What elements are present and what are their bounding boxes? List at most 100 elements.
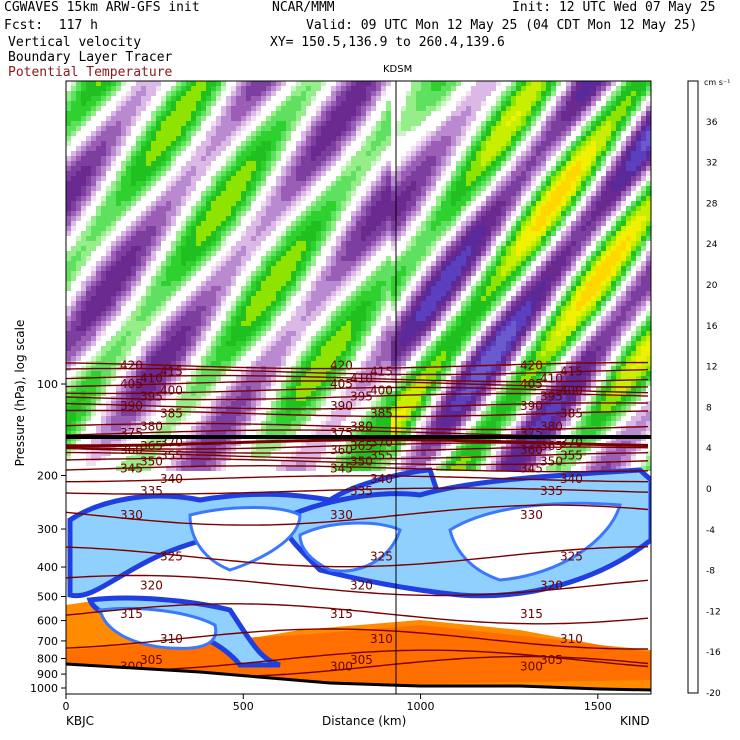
velocity-cell <box>541 271 546 276</box>
velocity-cell <box>66 336 71 341</box>
velocity-cell <box>156 111 161 116</box>
velocity-cell <box>191 81 196 86</box>
velocity-cell <box>461 326 466 331</box>
velocity-cell <box>111 121 116 126</box>
velocity-cell <box>146 301 151 306</box>
velocity-cell <box>326 146 331 151</box>
velocity-cell <box>531 136 536 141</box>
velocity-cell <box>71 221 76 226</box>
velocity-cell <box>601 181 606 186</box>
velocity-cell <box>236 301 241 306</box>
velocity-cell <box>616 131 621 136</box>
velocity-cell <box>221 146 226 151</box>
velocity-cell <box>611 186 616 191</box>
velocity-cell <box>326 156 331 161</box>
velocity-cell <box>486 271 491 276</box>
velocity-cell <box>71 326 76 331</box>
velocity-cell <box>301 266 306 271</box>
velocity-cell <box>251 251 256 256</box>
velocity-cell <box>156 176 161 181</box>
velocity-cell <box>516 186 521 191</box>
velocity-cell <box>81 206 86 211</box>
velocity-cell <box>271 316 276 321</box>
velocity-cell <box>171 106 176 111</box>
velocity-cell <box>441 286 446 291</box>
velocity-cell <box>141 236 146 241</box>
velocity-cell <box>281 176 286 181</box>
velocity-cell <box>71 181 76 186</box>
velocity-cell <box>351 166 356 171</box>
velocity-cell <box>161 201 166 206</box>
velocity-cell <box>606 236 611 241</box>
velocity-cell <box>476 96 481 101</box>
velocity-cell <box>321 136 326 141</box>
velocity-cell <box>221 281 226 286</box>
velocity-cell <box>306 91 311 96</box>
velocity-cell <box>536 266 541 271</box>
velocity-cell <box>396 236 401 241</box>
velocity-cell <box>81 236 86 241</box>
velocity-cell <box>511 196 516 201</box>
velocity-cell <box>356 301 361 306</box>
velocity-cell <box>111 131 116 136</box>
velocity-cell <box>476 106 481 111</box>
velocity-cell <box>446 331 451 336</box>
velocity-cell <box>566 286 571 291</box>
velocity-cell <box>531 221 536 226</box>
velocity-cell <box>306 151 311 156</box>
velocity-cell <box>116 151 121 156</box>
velocity-cell <box>406 106 411 111</box>
velocity-cell <box>526 281 531 286</box>
velocity-cell <box>566 266 571 271</box>
velocity-cell <box>531 156 536 161</box>
velocity-cell <box>486 141 491 146</box>
velocity-cell <box>106 96 111 101</box>
velocity-cell <box>116 301 121 306</box>
velocity-cell <box>506 196 511 201</box>
velocity-cell <box>556 266 561 271</box>
velocity-cell <box>531 96 536 101</box>
velocity-cell <box>366 111 371 116</box>
velocity-cell <box>601 196 606 201</box>
velocity-cell <box>236 266 241 271</box>
velocity-cell <box>176 256 181 261</box>
velocity-cell <box>376 296 381 301</box>
velocity-cell <box>496 321 501 326</box>
velocity-cell <box>496 206 501 211</box>
velocity-cell <box>581 211 586 216</box>
velocity-cell <box>511 231 516 236</box>
velocity-cell <box>646 101 651 106</box>
velocity-cell <box>331 226 336 231</box>
velocity-cell <box>496 211 501 216</box>
velocity-cell <box>166 181 171 186</box>
velocity-cell <box>156 146 161 151</box>
velocity-cell <box>386 291 391 296</box>
velocity-cell <box>261 156 266 161</box>
velocity-cell <box>421 301 426 306</box>
velocity-cell <box>431 226 436 231</box>
velocity-cell <box>216 121 221 126</box>
velocity-cell <box>326 111 331 116</box>
velocity-cell <box>436 216 441 221</box>
velocity-cell <box>166 96 171 101</box>
velocity-cell <box>301 271 306 276</box>
velocity-cell <box>386 316 391 321</box>
velocity-cell <box>386 141 391 146</box>
velocity-cell <box>386 286 391 291</box>
velocity-cell <box>446 281 451 286</box>
velocity-cell <box>121 261 126 266</box>
velocity-cell <box>416 106 421 111</box>
velocity-cell <box>586 231 591 236</box>
velocity-cell <box>446 96 451 101</box>
velocity-cell <box>546 136 551 141</box>
velocity-cell <box>76 176 81 181</box>
velocity-cell <box>506 176 511 181</box>
velocity-cell <box>586 181 591 186</box>
velocity-cell <box>296 161 301 166</box>
velocity-cell <box>461 286 466 291</box>
velocity-cell <box>416 141 421 146</box>
velocity-cell <box>411 331 416 336</box>
velocity-cell <box>446 266 451 271</box>
velocity-cell <box>146 136 151 141</box>
velocity-cell <box>471 306 476 311</box>
